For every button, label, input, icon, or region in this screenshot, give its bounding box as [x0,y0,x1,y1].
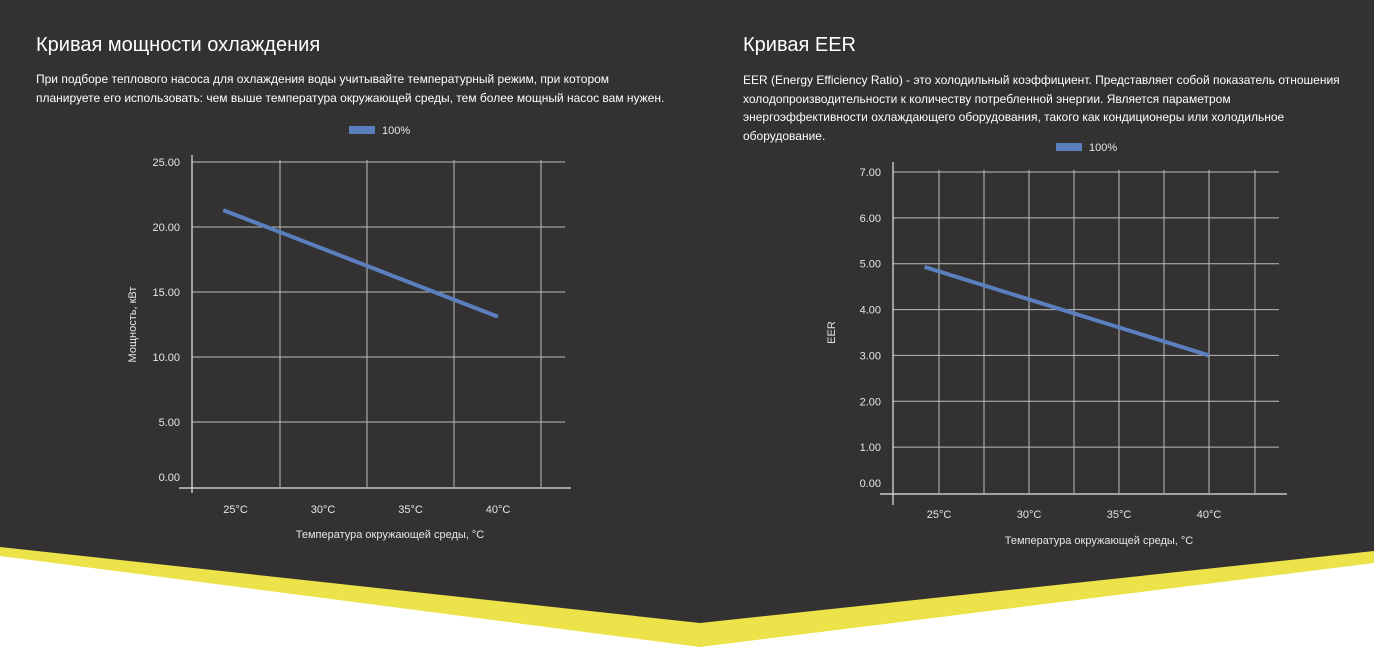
dark-panel [0,0,1374,623]
x-tick-label: 35°C [1107,509,1132,521]
series-line-100pct [222,208,499,319]
y-tick-label: 0.00 [159,472,180,484]
y-tick-label: 0.00 [860,478,881,490]
legend-label: 100% [382,125,410,137]
y-tick-label: 15.00 [152,287,180,299]
legend-swatch [1056,143,1082,151]
chart-cooling-power: 0.00 5.00 10.00 15.00 20.00 25.00 25°C 30°C 35°C… [127,125,571,541]
x-tick-label: 25°C [927,509,952,521]
x-tick-label: 25°C [223,504,248,516]
x-tick-label: 35°C [398,504,423,516]
legend-label: 100% [1089,142,1117,154]
series-line-100pct [924,265,1210,358]
y-tick-label: 6.00 [860,213,881,225]
x-tick-label: 40°C [1197,509,1222,521]
x-tick-label: 30°C [311,504,336,516]
y-axis-title: EER [826,321,838,344]
eer-description: EER (Energy Efficiency Ratio) - это холо… [743,73,1340,143]
y-tick-label: 7.00 [860,167,881,179]
x-axis-title: Температура окружающей среды, °C [1005,535,1194,547]
y-tick-label: 2.00 [860,396,881,408]
cooling-power-description: При подборе теплового насоса для охлажде… [36,72,665,105]
y-tick-label: 3.00 [860,350,881,362]
cooling-power-title: Кривая мощности охлаждения [36,34,321,56]
x-tick-label: 30°C [1017,509,1042,521]
y-tick-label: 5.00 [159,417,180,429]
y-tick-label: 4.00 [860,305,881,317]
y-tick-label: 10.00 [152,352,180,364]
eer-title: Кривая EER [743,34,856,56]
legend-swatch [349,126,375,134]
x-tick-label: 40°C [486,504,511,516]
y-tick-label: 20.00 [152,222,180,234]
y-tick-label: 25.00 [152,157,180,169]
chart-eer: 0.00 1.00 2.00 3.00 4.00 5.00 6.00 7.00 25°C 30°C… [826,142,1287,547]
y-axis-title: Мощность, кВт [127,287,139,363]
y-tick-label: 5.00 [860,259,881,271]
y-tick-label: 1.00 [860,442,881,454]
x-axis-title: Температура окружающей среды, °C [296,529,485,541]
